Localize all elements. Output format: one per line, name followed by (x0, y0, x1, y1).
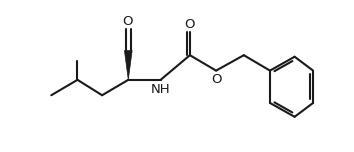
Text: O: O (211, 73, 221, 86)
Text: NH: NH (151, 83, 170, 96)
Text: O: O (122, 15, 133, 28)
Text: O: O (184, 18, 194, 31)
Polygon shape (125, 51, 132, 80)
